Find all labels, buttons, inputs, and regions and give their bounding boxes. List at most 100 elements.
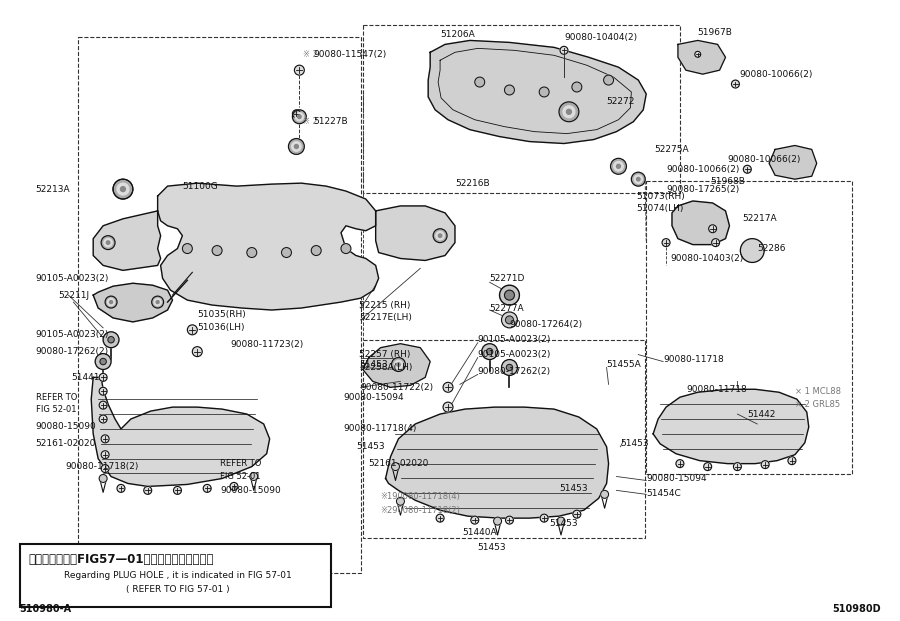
Text: 90080-10403(2): 90080-10403(2) <box>670 254 743 263</box>
Circle shape <box>559 102 579 122</box>
Circle shape <box>95 353 111 369</box>
Text: Regarding PLUG HOLE , it is indicated in FIG 57-01: Regarding PLUG HOLE , it is indicated in… <box>64 571 292 580</box>
Text: 51440A: 51440A <box>462 528 497 538</box>
Circle shape <box>600 491 608 498</box>
Text: 51453: 51453 <box>356 442 384 451</box>
Text: 90080-15090: 90080-15090 <box>220 486 281 495</box>
Circle shape <box>501 360 518 376</box>
Circle shape <box>104 332 119 348</box>
Polygon shape <box>158 183 379 310</box>
Text: REFER TO: REFER TO <box>36 392 77 402</box>
Circle shape <box>614 161 623 171</box>
Text: ※290080-11718(2): ※290080-11718(2) <box>381 505 461 515</box>
Text: 90080-11718(4): 90080-11718(4) <box>343 424 417 433</box>
Circle shape <box>610 158 626 175</box>
Text: 51036(LH): 51036(LH) <box>197 324 245 332</box>
Circle shape <box>634 175 643 183</box>
Text: 52217E(LH): 52217E(LH) <box>359 314 411 322</box>
Circle shape <box>761 461 770 469</box>
Circle shape <box>475 77 485 87</box>
Text: 510980D: 510980D <box>832 604 881 614</box>
Polygon shape <box>94 283 173 322</box>
Bar <box>646 181 852 474</box>
Circle shape <box>788 456 796 465</box>
Text: ※190080-11718(4): ※190080-11718(4) <box>381 492 461 501</box>
Bar <box>363 340 645 538</box>
Circle shape <box>282 248 292 258</box>
Text: FIG 52-01: FIG 52-01 <box>36 405 76 414</box>
Text: 51453: 51453 <box>478 543 507 552</box>
Circle shape <box>298 115 302 119</box>
Text: 51968B: 51968B <box>710 176 745 186</box>
Circle shape <box>443 402 453 412</box>
Circle shape <box>557 517 565 525</box>
Text: 51100G: 51100G <box>183 181 218 191</box>
Text: 90080-10404(2): 90080-10404(2) <box>564 33 637 42</box>
Circle shape <box>101 435 109 443</box>
Polygon shape <box>653 389 809 464</box>
FancyBboxPatch shape <box>20 544 331 607</box>
Circle shape <box>107 299 114 306</box>
Text: REFER TO: REFER TO <box>220 459 262 468</box>
Text: 52277A: 52277A <box>490 304 525 312</box>
Circle shape <box>183 243 193 253</box>
Circle shape <box>193 347 202 356</box>
Circle shape <box>397 363 400 366</box>
Text: 52286: 52286 <box>757 244 786 253</box>
Text: 90105-A0023(2): 90105-A0023(2) <box>478 350 551 359</box>
Polygon shape <box>91 378 270 486</box>
Circle shape <box>563 106 575 118</box>
Circle shape <box>505 85 515 95</box>
Text: 51227B: 51227B <box>313 117 348 126</box>
Polygon shape <box>428 40 646 143</box>
Circle shape <box>506 316 513 324</box>
Circle shape <box>99 401 107 409</box>
Circle shape <box>101 236 115 250</box>
Circle shape <box>106 241 110 244</box>
Circle shape <box>433 229 447 243</box>
Polygon shape <box>94 211 160 270</box>
Text: 52211J: 52211J <box>58 291 90 300</box>
Text: 90080-17264(2): 90080-17264(2) <box>509 320 582 329</box>
Text: 52272: 52272 <box>607 97 635 106</box>
Circle shape <box>250 473 257 481</box>
Text: 90080-17265(2): 90080-17265(2) <box>666 184 740 194</box>
Text: ※ 2: ※ 2 <box>303 50 319 59</box>
Polygon shape <box>385 407 608 518</box>
Circle shape <box>712 238 720 247</box>
Circle shape <box>708 225 716 233</box>
Circle shape <box>392 358 405 371</box>
Circle shape <box>294 65 304 75</box>
Text: 90080-10066(2): 90080-10066(2) <box>727 155 801 164</box>
Circle shape <box>471 516 479 524</box>
Circle shape <box>212 245 222 255</box>
Circle shape <box>294 145 299 148</box>
Text: 51453: 51453 <box>559 484 588 493</box>
Circle shape <box>734 463 742 471</box>
Circle shape <box>117 183 129 195</box>
Circle shape <box>108 337 114 343</box>
Circle shape <box>436 232 445 240</box>
Polygon shape <box>678 40 725 74</box>
Circle shape <box>482 343 498 360</box>
Text: 52216B: 52216B <box>455 179 490 188</box>
Text: 51967B: 51967B <box>698 28 733 37</box>
Text: 52217A: 52217A <box>742 214 777 224</box>
Circle shape <box>110 301 112 304</box>
Text: FIG 52-01: FIG 52-01 <box>220 472 261 481</box>
Text: 51453: 51453 <box>549 519 578 528</box>
Circle shape <box>121 187 125 191</box>
Text: 90080-11718: 90080-11718 <box>663 355 724 364</box>
Text: 90080-15090: 90080-15090 <box>36 422 96 432</box>
Text: 51453: 51453 <box>620 439 649 448</box>
Circle shape <box>295 112 303 121</box>
Circle shape <box>174 486 182 494</box>
Circle shape <box>572 82 581 92</box>
Circle shape <box>392 463 400 471</box>
Text: 51454C: 51454C <box>646 489 681 498</box>
Text: 90080-15094: 90080-15094 <box>646 474 706 483</box>
Text: 90105-A0023(2): 90105-A0023(2) <box>36 274 109 283</box>
Text: 52271D: 52271D <box>490 274 525 283</box>
Text: 51453: 51453 <box>359 360 387 369</box>
Circle shape <box>695 52 701 57</box>
